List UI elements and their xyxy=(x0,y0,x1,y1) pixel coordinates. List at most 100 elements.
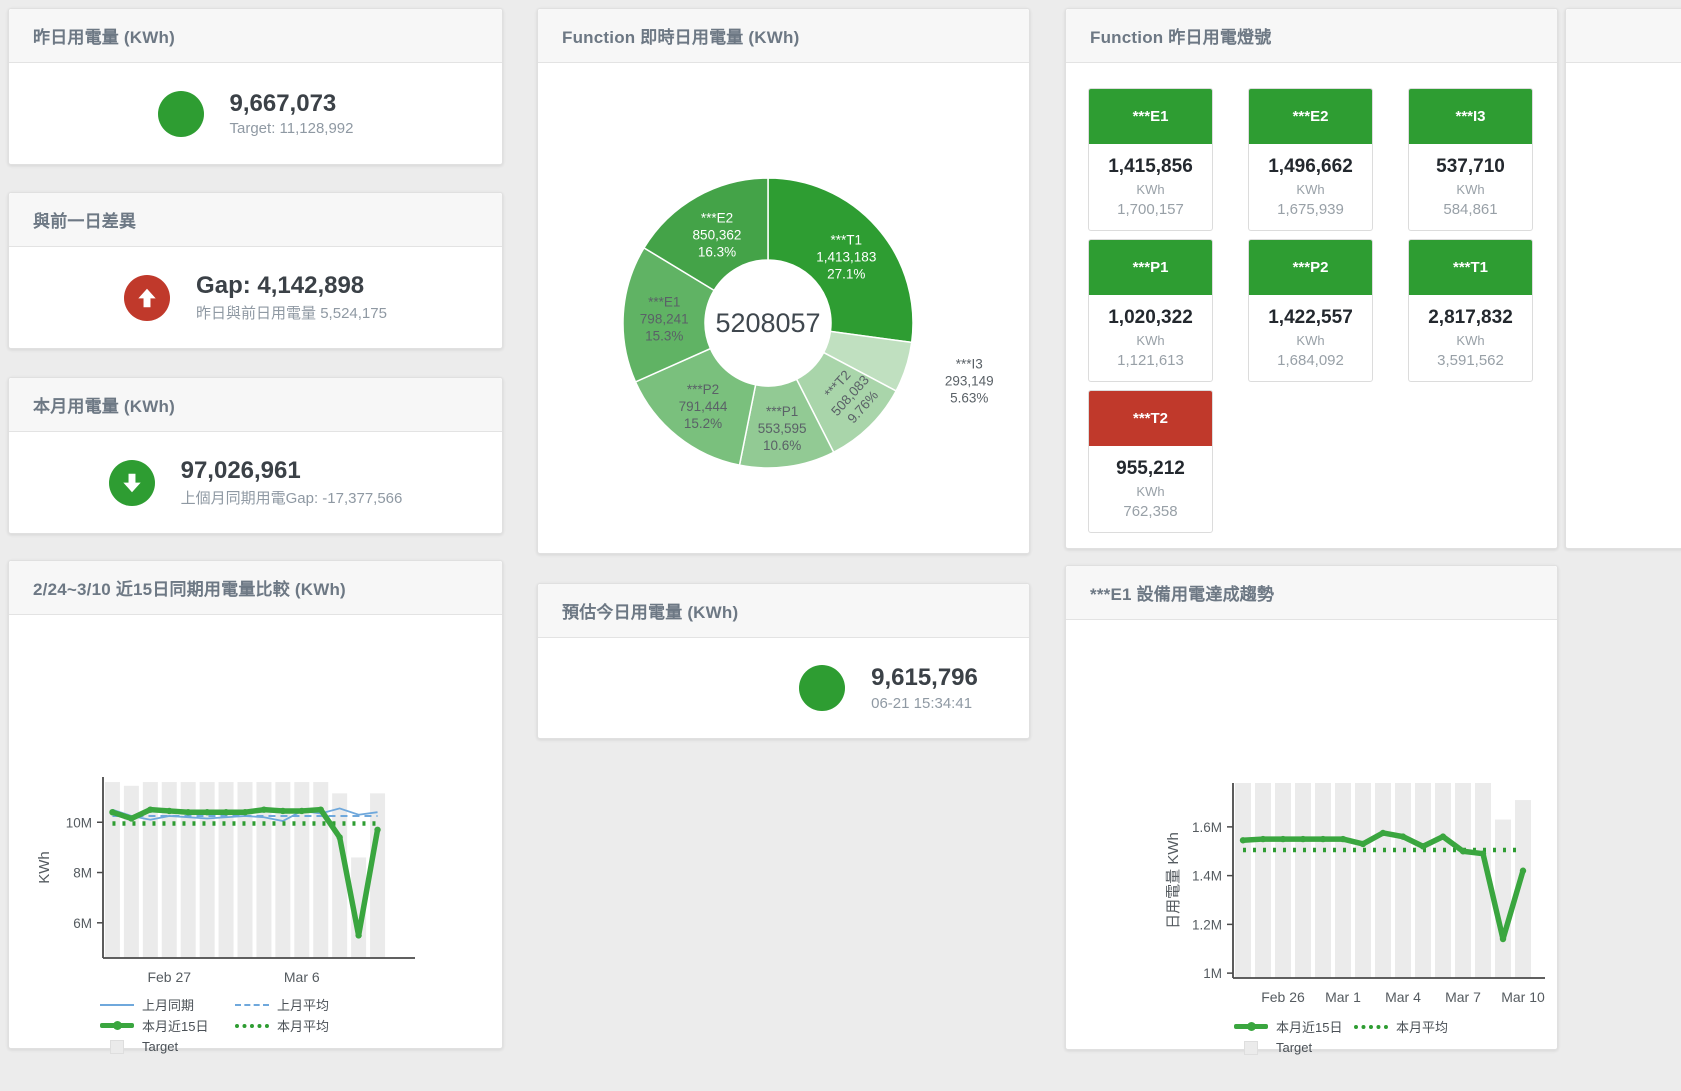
legend-label: 本月近15日 xyxy=(142,1019,209,1034)
tile-name: ***I3 xyxy=(1409,89,1532,144)
arrow-down-icon xyxy=(122,473,141,492)
card-title: 本月用電量 (KWh) xyxy=(33,397,175,416)
tile-name: ***T2 xyxy=(1089,391,1212,446)
legend-swatch-square-gray xyxy=(100,1039,134,1054)
kpi-row: 9,667,073 Target: 11,128,992 xyxy=(9,63,502,164)
tile-name: ***E2 xyxy=(1249,89,1372,144)
kpi-subtitle: 上個月同期用電Gap: -17,377,566 xyxy=(180,490,403,508)
card-header: 預估今日用電量 (KWh) xyxy=(538,584,1029,638)
tile-target: 1,684,092 xyxy=(1277,352,1344,369)
tile-unit: KWh xyxy=(1136,333,1165,348)
compare-chart-legend: 上月同期 上月平均本月近15日 本月平均 Target xyxy=(100,994,420,1057)
target-bars xyxy=(104,782,386,958)
y-tick-label: 1.6M xyxy=(1192,820,1222,835)
card-status-lights: Function 昨日用電燈號 ***E1 1,415,856 KWh 1,700,1… xyxy=(1065,8,1558,549)
legend-item-上月平均[interactable]: 上月平均 xyxy=(235,994,370,1015)
card-title: Function 即時日用電量 (KWh) xyxy=(562,28,800,47)
tile-value: 2,817,832 xyxy=(1428,307,1513,328)
legend-item-Target[interactable]: Target xyxy=(1234,1037,1354,1058)
trend-line-chart: 1M 1.2M 1.4M 1.6M Feb 26 Mar 1 Mar 4 Mar 7 Mar 1… xyxy=(1066,620,1557,1010)
donut-chart: ***T1 1,413,183 27.1% ***I3 293,149 5.63% ***T… xyxy=(538,63,1029,555)
card-header: Function 即時日用電量 (KWh) xyxy=(538,9,1029,63)
x-tick-label: Mar 1 xyxy=(1325,989,1361,1005)
y-tick-label: 1.4M xyxy=(1192,869,1222,884)
trend-chart-svg: 1M 1.2M 1.4M 1.6M Feb 26 Mar 1 Mar 4 Mar 7 Mar 1… xyxy=(1165,783,1545,1005)
tile-unit: KWh xyxy=(1456,182,1485,197)
legend-label: 本月近15日 xyxy=(1276,1020,1343,1035)
card-header: ***E1 設備用電達成趨勢 xyxy=(1066,566,1557,620)
kpi-value: 97,026,961 xyxy=(180,456,301,484)
card-header xyxy=(1566,9,1681,63)
legend-item-本月平均[interactable]: 本月平均 xyxy=(1354,1016,1474,1037)
x-tick-label: Mar 10 xyxy=(1501,989,1545,1005)
donut-label-P1: ***P1 553,595 10.6% xyxy=(758,404,807,453)
status-tile-E1: ***E1 1,415,856 KWh 1,700,157 xyxy=(1088,88,1213,231)
legend-item-本月平均[interactable]: 本月平均 xyxy=(235,1015,370,1036)
donut-label-I3: ***I3 293,149 5.63% xyxy=(945,357,994,406)
tile-name: ***E1 xyxy=(1089,89,1212,144)
legend-item-上月同期[interactable]: 上月同期 xyxy=(100,994,235,1015)
arrow-down-circle-icon xyxy=(108,459,155,506)
legend-item-Target[interactable]: Target xyxy=(100,1036,235,1057)
partial-card-right-edge xyxy=(1565,8,1681,549)
tile-unit: KWh xyxy=(1296,333,1325,348)
kpi-row: Gap: 4,142,898 昨日與前日用電量 5,524,175 xyxy=(9,247,502,348)
donut-chart-svg: ***T1 1,413,183 27.1%***I3 293,149 5.63%***T… xyxy=(622,177,994,469)
tile-unit: KWh xyxy=(1136,182,1165,197)
arrow-up-icon xyxy=(138,288,156,307)
card-estimate-today: 預估今日用電量 (KWh) 9,615,796 06-21 15:34:41 xyxy=(537,583,1030,739)
donut-label-P2: ***P2 791,444 15.2% xyxy=(679,382,728,431)
legend-item-本月近15日[interactable]: 本月近15日 xyxy=(1234,1016,1354,1037)
y-tick-label: 6M xyxy=(73,916,92,931)
status-tiles-grid: ***E1 1,415,856 KWh 1,700,157 ***E2 1,496,662… xyxy=(1066,63,1557,533)
legend-label: Target xyxy=(1276,1040,1313,1055)
donut-label-E1: ***E1 798,241 15.3% xyxy=(640,294,689,343)
legend-swatch-dot-green xyxy=(1354,1020,1388,1034)
status-tile-T2: ***T2 955,212 KWh 762,358 xyxy=(1088,390,1213,533)
card-month-usage: 本月用電量 (KWh) 97,026,961 上個月同期用電Gap: -17,3… xyxy=(8,377,503,534)
kpi-value: 9,615,796 xyxy=(871,664,978,692)
kpi-row: 97,026,961 上個月同期用電Gap: -17,377,566 xyxy=(9,432,502,533)
donut-slice-E2[interactable] xyxy=(642,177,769,292)
series-上月同期 xyxy=(112,807,378,822)
card-compare-chart: 2/24~3/10 近15日同期用電量比較 (KWh) 6M 8M 10M Feb 2… xyxy=(8,560,503,1054)
tile-unit: KWh xyxy=(1296,182,1325,197)
card-header: 昨日用電量 (KWh) xyxy=(9,9,502,63)
legend-swatch-square-gray xyxy=(1234,1040,1268,1055)
tile-target: 584,861 xyxy=(1443,201,1498,218)
card-trend-chart: ***E1 設備用電達成趨勢 1M 1.2M 1.4M 1.6M Feb 26 Mar 1… xyxy=(1065,565,1558,1055)
status-tile-P2: ***P2 1,422,557 KWh 1,684,092 xyxy=(1248,239,1373,382)
y-axis-label: KWh xyxy=(36,851,53,884)
x-tick-label: Mar 6 xyxy=(284,969,320,983)
legend-label: 上月同期 xyxy=(142,998,195,1013)
card-header: Function 昨日用電燈號 xyxy=(1066,9,1557,63)
legend-swatch-dash-blue xyxy=(235,998,269,1012)
trend-chart-legend: 本月近15日 本月平均 Target xyxy=(1234,1016,1534,1058)
y-tick-label: 8M xyxy=(73,866,92,881)
tile-name: ***P2 xyxy=(1249,240,1372,295)
tile-name: ***P1 xyxy=(1089,240,1212,295)
tile-target: 3,591,562 xyxy=(1437,352,1504,369)
legend-swatch-dot-green xyxy=(235,1019,269,1033)
tile-target: 1,675,939 xyxy=(1277,201,1344,218)
tile-value: 1,415,856 xyxy=(1108,156,1193,177)
kpi-value: Gap: 4,142,898 xyxy=(196,271,365,299)
status-tile-T1: ***T1 2,817,832 KWh 3,591,562 xyxy=(1408,239,1533,382)
x-tick-label: Mar 4 xyxy=(1385,989,1421,1005)
y-tick-label: 1.2M xyxy=(1192,917,1222,932)
legend-swatch-thin-blue xyxy=(100,998,134,1012)
kpi-subtitle: 昨日與前日用電量 5,524,175 xyxy=(196,305,387,323)
donut-slice-T1[interactable] xyxy=(767,177,914,344)
card-title: ***E1 設備用電達成趨勢 xyxy=(1090,585,1275,604)
tile-value: 955,212 xyxy=(1116,458,1185,479)
legend-swatch-thick-green xyxy=(1234,1020,1268,1034)
y-axis-label: 日用電量 KWh xyxy=(1165,832,1182,929)
card-title: 昨日用電量 (KWh) xyxy=(33,28,175,47)
status-circle-icon xyxy=(799,665,846,711)
card-header: 本月用電量 (KWh) xyxy=(9,378,502,432)
compare-chart-svg: 6M 8M 10M Feb 27 Mar 6 KWh xyxy=(36,777,415,985)
donut-center-total: 5208057 xyxy=(715,308,820,338)
legend-item-本月近15日[interactable]: 本月近15日 xyxy=(100,1015,235,1036)
tile-value: 1,422,557 xyxy=(1268,307,1353,328)
